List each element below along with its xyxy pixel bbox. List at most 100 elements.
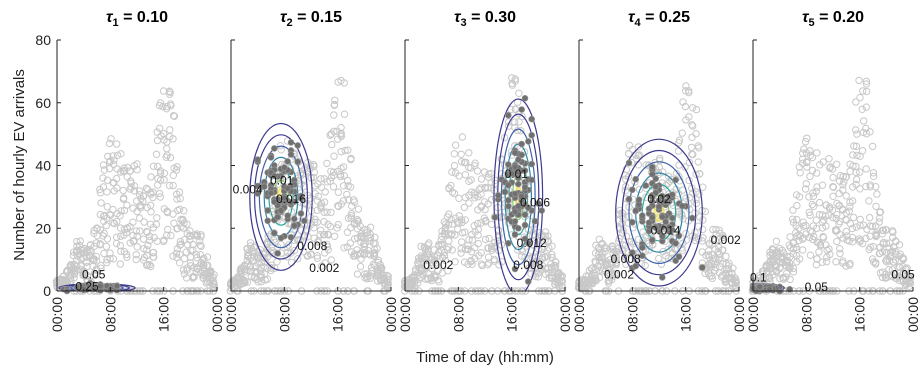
cluster-point: [638, 212, 646, 219]
background-point: [886, 249, 895, 257]
background-point: [110, 219, 119, 228]
background-point: [782, 273, 790, 281]
background-point: [133, 243, 141, 251]
background-point: [383, 271, 391, 280]
background-point: [147, 208, 155, 216]
background-point: [339, 182, 348, 190]
background-point: [180, 255, 189, 263]
background-point: [323, 240, 331, 249]
background-point: [853, 151, 861, 160]
background-point: [310, 224, 318, 232]
x-tick-label: 16:00: [678, 297, 694, 332]
cluster-point: [270, 145, 278, 152]
background-point: [821, 212, 830, 220]
background-point: [186, 227, 194, 235]
background-point: [324, 230, 332, 238]
background-point: [366, 274, 375, 282]
x-tick-label: 00:00: [571, 297, 587, 332]
background-point: [166, 88, 174, 96]
background-point: [869, 169, 878, 177]
background-point: [906, 279, 915, 287]
background-point: [112, 233, 121, 241]
background-point: [846, 203, 854, 211]
cluster-point: [518, 151, 526, 159]
background-point: [681, 163, 689, 171]
background-point: [209, 273, 217, 281]
cluster-point: [642, 182, 650, 189]
background-point: [323, 159, 331, 168]
title-symbol: τ: [628, 9, 636, 26]
cluster-point: [280, 194, 288, 202]
background-point: [461, 245, 470, 253]
background-point: [97, 264, 105, 272]
cluster-point: [514, 202, 522, 210]
background-point: [850, 142, 858, 150]
background-point: [180, 207, 188, 215]
background-point: [889, 228, 897, 236]
background-point: [337, 148, 345, 156]
background-point: [246, 263, 255, 271]
background-point: [320, 208, 328, 216]
background-point: [192, 231, 201, 240]
cluster-point: [518, 193, 526, 200]
background-point: [156, 176, 165, 184]
background-point: [795, 193, 804, 201]
background-point: [329, 168, 338, 176]
background-point: [731, 274, 739, 282]
background-point: [813, 149, 821, 157]
background-point: [189, 246, 197, 254]
background-point: [692, 130, 700, 138]
y-tick-label: 20: [35, 220, 51, 236]
x-tick-label: 08:00: [102, 297, 118, 332]
cluster-point: [658, 274, 666, 281]
cluster-point: [534, 200, 542, 207]
background-point: [802, 180, 810, 188]
background-point: [414, 279, 422, 287]
background-point: [79, 270, 88, 278]
background-point: [160, 176, 168, 184]
background-point: [443, 245, 452, 254]
background-point: [699, 216, 707, 224]
background-point: [457, 249, 465, 257]
y-tick-label: 40: [35, 158, 51, 174]
background-point: [455, 212, 463, 220]
background-point: [471, 159, 479, 167]
cluster-point: [668, 214, 676, 222]
background-point: [105, 158, 114, 167]
background-point: [189, 274, 197, 282]
cluster-point: [648, 163, 656, 171]
cluster-point: [638, 252, 646, 259]
background-point: [59, 273, 67, 281]
background-point: [803, 134, 811, 143]
background-point: [882, 257, 890, 265]
background-point: [167, 231, 175, 240]
background-point: [267, 264, 276, 272]
background-point: [82, 253, 90, 261]
background-point: [465, 149, 473, 157]
background-point: [815, 248, 823, 256]
background-point: [116, 224, 125, 232]
background-point: [139, 235, 148, 243]
cluster-point: [97, 282, 104, 290]
panel-title: τ3 = 0.30: [454, 9, 516, 29]
background-point: [795, 255, 804, 263]
background-point: [344, 146, 352, 154]
background-point: [839, 186, 847, 194]
cluster-point: [264, 207, 272, 214]
x-tick-label: 00:00: [49, 297, 65, 332]
background-point: [126, 167, 134, 175]
panel-p3-axes: [404, 39, 566, 292]
background-point: [119, 186, 127, 195]
cluster-point: [287, 151, 295, 158]
background-point: [437, 236, 445, 244]
background-point: [140, 218, 148, 226]
background-point: [485, 234, 493, 243]
background-point: [435, 278, 443, 286]
background-point: [869, 172, 878, 181]
background-point: [96, 210, 105, 219]
background-point: [99, 183, 108, 191]
background-point: [808, 200, 816, 209]
background-point: [779, 274, 787, 282]
background-point: [450, 150, 458, 158]
background-point: [156, 193, 165, 201]
